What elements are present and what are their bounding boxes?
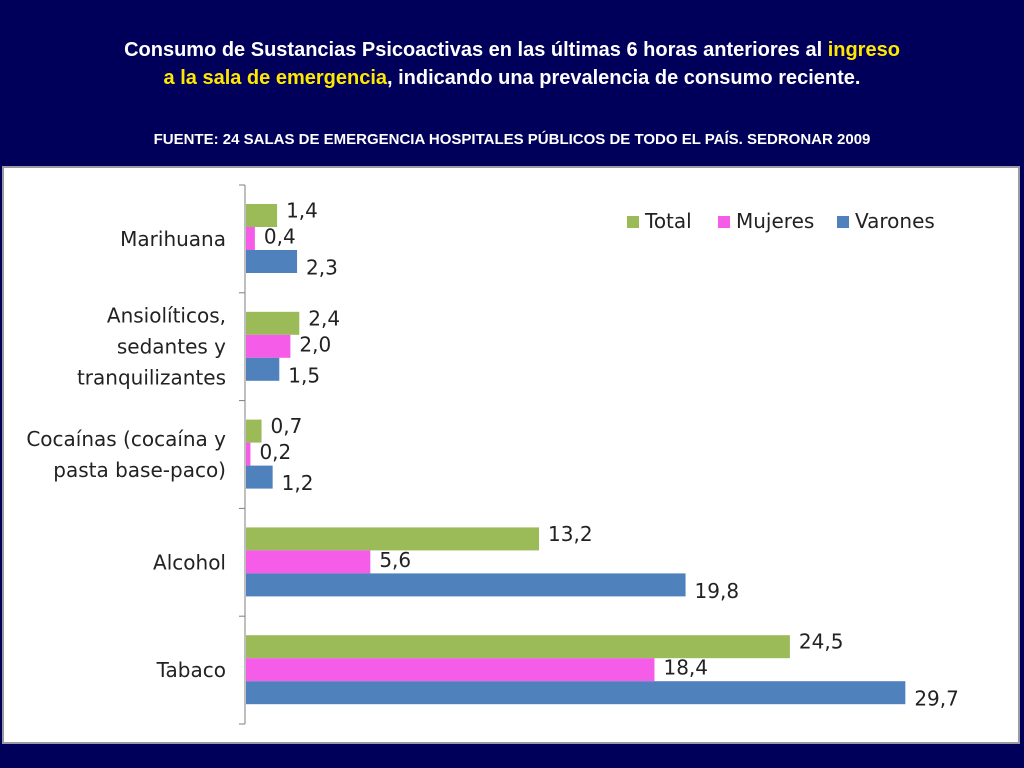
- bar-mujeres: [246, 442, 251, 466]
- data-label: 29,7: [914, 687, 959, 711]
- bar-total: [246, 635, 790, 659]
- data-label: 0,7: [271, 414, 303, 438]
- bar-varones: [246, 250, 298, 273]
- legend-label: Mujeres: [736, 209, 814, 233]
- bar-mujeres: [246, 227, 255, 250]
- data-label: 1,4: [286, 199, 318, 223]
- legend-label: Varones: [855, 209, 935, 233]
- data-label: 19,8: [695, 579, 740, 603]
- data-label: 5,6: [379, 548, 411, 572]
- data-label: 2,0: [299, 332, 331, 356]
- bar-total: [246, 527, 540, 551]
- bar-varones: [246, 465, 273, 489]
- legend-swatch-varones: [837, 216, 849, 228]
- category-label: sedantes y: [117, 335, 226, 359]
- data-label: 2,3: [306, 256, 338, 280]
- bar-total: [246, 204, 278, 227]
- title-part-2: , indicando una prevalencia de consumo r…: [387, 67, 861, 89]
- source-note: FUENTE: 24 SALAS DE EMERGENCIA HOSPITALE…: [153, 131, 871, 148]
- category-label: pasta base-paco): [53, 458, 226, 482]
- bar-varones: [246, 681, 906, 705]
- data-label: 0,2: [259, 440, 291, 464]
- legend-swatch-total: [627, 216, 639, 228]
- legend-swatch-mujeres: [718, 216, 730, 228]
- bar-total: [246, 419, 262, 443]
- category-label: Marihuana: [120, 227, 226, 251]
- chart-panel: Marihuana 1,4 0,4 2,3 Ansiolíticos, sedantes …: [2, 166, 1020, 744]
- data-label: 1,5: [288, 363, 320, 387]
- category-label: Cocaínas (cocaína y: [26, 427, 226, 451]
- data-label: 2,4: [308, 306, 340, 330]
- bar-varones: [246, 573, 686, 597]
- title-part-1: Consumo de Sustancias Psicoactivas en la…: [124, 39, 828, 61]
- data-label: 24,5: [799, 630, 844, 654]
- category-label: Ansiolíticos,: [107, 304, 226, 328]
- bar-mujeres: [246, 550, 371, 574]
- title-highlight-1: ingreso: [827, 39, 900, 61]
- data-label: 18,4: [663, 656, 708, 680]
- data-label: 1,2: [282, 471, 314, 495]
- bar-varones: [246, 357, 280, 381]
- legend-label: Total: [644, 209, 692, 233]
- slide-title: Consumo de Sustancias Psicoactivas en la…: [30, 36, 994, 92]
- data-label: 0,4: [264, 225, 296, 249]
- bar-total: [246, 311, 300, 335]
- category-label: tranquilizantes: [77, 366, 226, 390]
- bar-chart: Marihuana 1,40,4 2,3 Ansiolíticos, sedantes …: [26, 184, 959, 725]
- title-highlight-2: a la sala de emergencia: [163, 67, 387, 89]
- category-label: Tabaco: [156, 658, 226, 682]
- bar-mujeres: [246, 334, 291, 358]
- bar-mujeres: [246, 658, 655, 682]
- data-label: 13,2: [548, 522, 593, 546]
- category-label: Alcohol: [153, 550, 226, 574]
